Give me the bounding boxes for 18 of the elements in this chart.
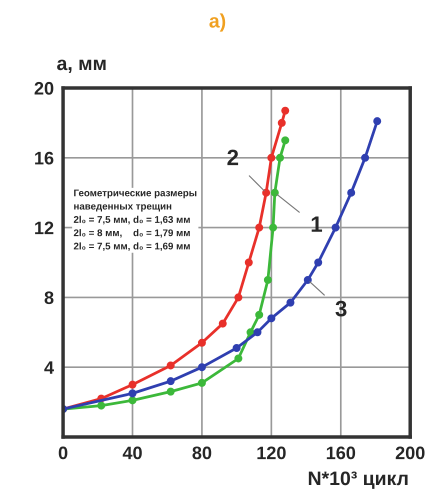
chart-title: a) <box>209 13 226 32</box>
x-tick-label: 40 <box>122 446 142 460</box>
x-tick-label: 120 <box>257 446 286 460</box>
annotation: 2 <box>227 150 238 166</box>
y-tick-label: 4 <box>44 361 54 374</box>
x-tick-label: 200 <box>396 446 425 460</box>
x-tick-label: 160 <box>326 446 356 460</box>
annotation: Геометрические размеры наведенных трещин 2l₀ = 7,5 мм, d₀ = 1,63 мм 2l₀ = 8 мм, d₀ = 1,79 мм 2l₀ = 7,5 мм, d₀ = 1,69 мм <box>74 190 196 251</box>
x-axis-title: N*10³ цикл <box>308 471 408 489</box>
x-tick-label: 80 <box>192 446 212 460</box>
y-axis-title: a, мм <box>57 60 106 74</box>
annotation: 1 <box>312 216 322 232</box>
x-tick-label: 0 <box>58 446 68 460</box>
y-tick-label: 8 <box>44 291 54 304</box>
y-tick-label: 12 <box>35 222 54 234</box>
y-tick-label: 16 <box>35 152 54 165</box>
annotation: 3 <box>335 300 347 316</box>
y-tick-label: 20 <box>34 82 54 95</box>
